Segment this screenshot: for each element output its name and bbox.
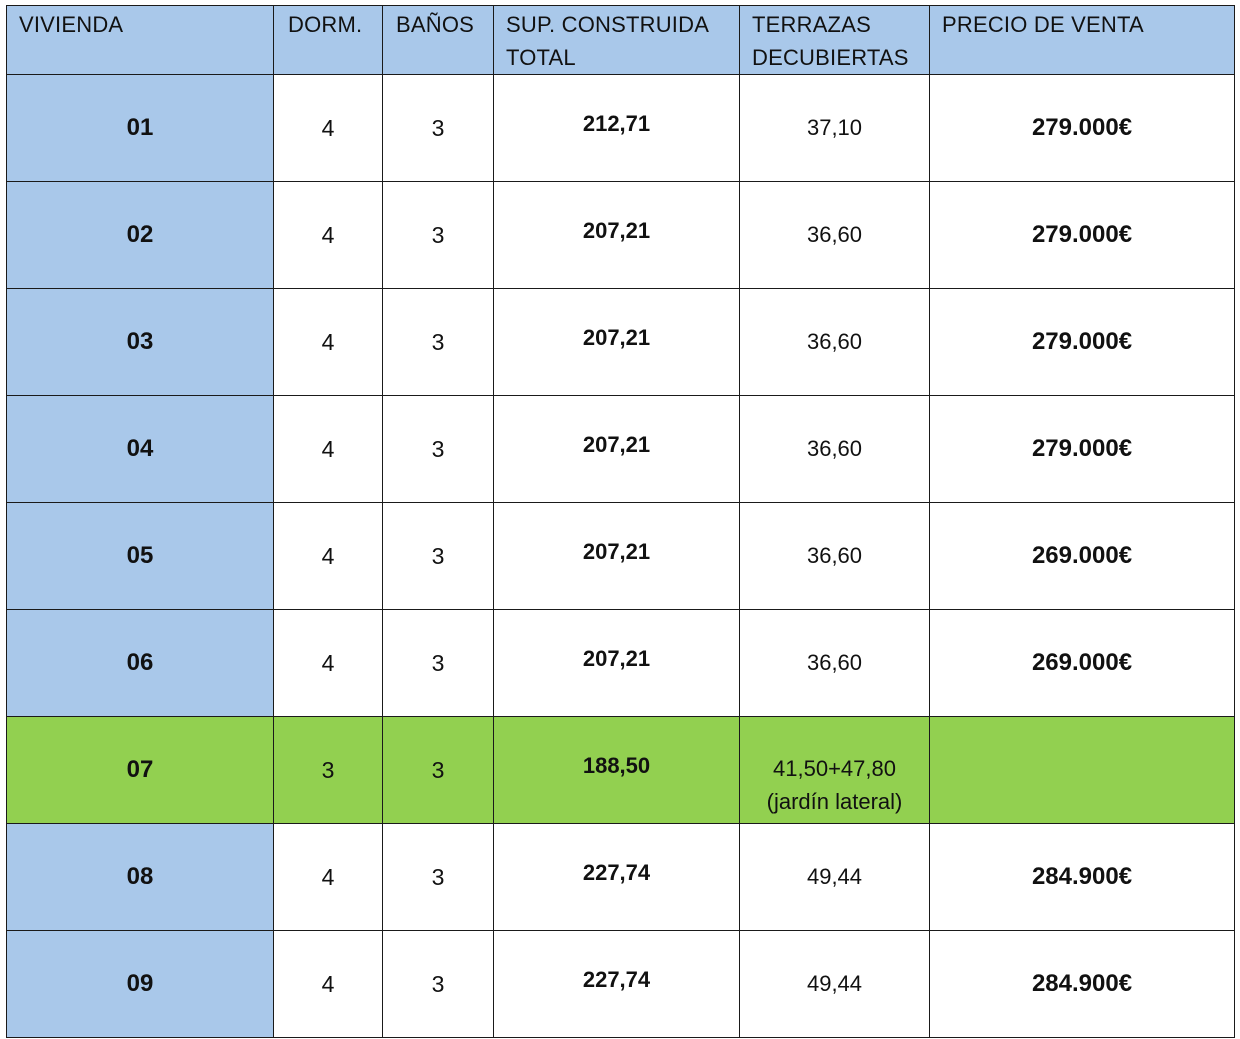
- header-row: VIVIENDA DORM. BAÑOS SUP. CONSTRUIDA TOTA…: [6, 5, 1235, 75]
- precio-cell: 269.000€: [929, 502, 1235, 610]
- precio-cell: 279.000€: [929, 74, 1235, 182]
- superficie-cell: 207,21: [493, 609, 740, 717]
- terrazas-value: 37,10: [806, 115, 863, 140]
- terrazas-value: 36,60: [806, 436, 863, 461]
- header-superficie: SUP. CONSTRUIDA TOTAL: [493, 5, 740, 75]
- dorm-cell: 3: [273, 716, 383, 824]
- precio-cell: 279.000€: [929, 395, 1235, 503]
- header-terrazas: TERRAZAS DECUBIERTAS: [739, 5, 930, 75]
- terrazas-cell: 36,60: [739, 181, 930, 289]
- terrazas-value: 36,60: [806, 222, 863, 247]
- dorm-cell: 4: [273, 395, 383, 503]
- terrazas-cell: 36,60: [739, 288, 930, 396]
- terrazas-cell: 36,60: [739, 609, 930, 717]
- header-precio: PRECIO DE VENTA: [929, 5, 1235, 75]
- header-vivienda: VIVIENDA: [6, 5, 274, 75]
- terrazas-cell: 49,44: [739, 823, 930, 931]
- precio-cell: [929, 716, 1235, 824]
- terrazas-value: 49,44: [806, 864, 863, 889]
- dorm-cell: 4: [273, 74, 383, 182]
- banos-cell: 3: [382, 395, 494, 503]
- vivienda-cell: 06: [6, 609, 274, 717]
- vivienda-cell: 08: [6, 823, 274, 931]
- header-dorm: DORM.: [273, 5, 383, 75]
- banos-cell: 3: [382, 823, 494, 931]
- terrazas-value: 36,60: [806, 329, 863, 354]
- terrazas-value: 36,60: [806, 650, 863, 675]
- dorm-cell: 4: [273, 181, 383, 289]
- banos-cell: 3: [382, 930, 494, 1038]
- table-header: VIVIENDA DORM. BAÑOS SUP. CONSTRUIDA TOTA…: [6, 5, 1235, 75]
- superficie-cell: 207,21: [493, 181, 740, 289]
- precio-cell: 279.000€: [929, 181, 1235, 289]
- superficie-cell: 207,21: [493, 395, 740, 503]
- dorm-cell: 4: [273, 930, 383, 1038]
- terrazas-cell: 37,10: [739, 74, 930, 182]
- table-row: 05 4 3 207,21 36,60 269.000€: [6, 502, 1235, 610]
- header-superficie-line1: SUP. CONSTRUIDA: [506, 12, 710, 37]
- superficie-cell: 207,21: [493, 288, 740, 396]
- table-row: 08 4 3 227,74 49,44 284.900€: [6, 823, 1235, 931]
- superficie-cell: 207,21: [493, 502, 740, 610]
- banos-cell: 3: [382, 609, 494, 717]
- terrazas-cell: 36,60: [739, 395, 930, 503]
- table-row: 02 4 3 207,21 36,60 279.000€: [6, 181, 1235, 289]
- vivienda-cell: 05: [6, 502, 274, 610]
- terrazas-value: 41,50+47,80: [773, 756, 896, 781]
- table-row: 06 4 3 207,21 36,60 269.000€: [6, 609, 1235, 717]
- vivienda-cell: 07: [6, 716, 274, 824]
- header-banos-label: BAÑOS: [396, 12, 475, 37]
- terrazas-cell: 49,44: [739, 930, 930, 1038]
- terrazas-value: 49,44: [806, 971, 863, 996]
- superficie-cell: 188,50: [493, 716, 740, 824]
- banos-cell: 3: [382, 502, 494, 610]
- table-row: 04 4 3 207,21 36,60 279.000€: [6, 395, 1235, 503]
- vivienda-cell: 04: [6, 395, 274, 503]
- header-banos: BAÑOS: [382, 5, 494, 75]
- header-terrazas-line2: DECUBIERTAS: [752, 45, 909, 70]
- vivienda-cell: 02: [6, 181, 274, 289]
- dorm-cell: 4: [273, 609, 383, 717]
- table-body: 01 4 3 212,71 37,10 279.000€ 02 4 3 207,21 36,60 27…: [6, 74, 1235, 1038]
- superficie-cell: 227,74: [493, 823, 740, 931]
- header-superficie-line2: TOTAL: [506, 45, 576, 70]
- header-precio-label: PRECIO DE VENTA: [942, 12, 1144, 37]
- terrazas-cell: 36,60: [739, 502, 930, 610]
- precio-cell: 284.900€: [929, 823, 1235, 931]
- banos-cell: 3: [382, 288, 494, 396]
- terrazas-cell: 41,50+47,80 (jardín lateral): [739, 716, 930, 824]
- table-row: 03 4 3 207,21 36,60 279.000€: [6, 288, 1235, 396]
- dorm-cell: 4: [273, 288, 383, 396]
- terrazas-value: 36,60: [806, 543, 863, 568]
- table-row: 01 4 3 212,71 37,10 279.000€: [6, 74, 1235, 182]
- superficie-cell: 212,71: [493, 74, 740, 182]
- banos-cell: 3: [382, 74, 494, 182]
- header-terrazas-line1: TERRAZAS: [752, 12, 871, 37]
- precio-cell: 269.000€: [929, 609, 1235, 717]
- header-dorm-label: DORM.: [288, 12, 363, 37]
- banos-cell: 3: [382, 181, 494, 289]
- table-row: 09 4 3 227,74 49,44 284.900€: [6, 930, 1235, 1038]
- terrazas-note: (jardín lateral): [766, 789, 903, 814]
- dorm-cell: 4: [273, 502, 383, 610]
- superficie-cell: 227,74: [493, 930, 740, 1038]
- banos-cell: 3: [382, 716, 494, 824]
- dorm-cell: 4: [273, 823, 383, 931]
- vivienda-cell: 03: [6, 288, 274, 396]
- vivienda-cell: 09: [6, 930, 274, 1038]
- table-row: 07 3 3 188,50 41,50+47,80 (jardín lateral): [6, 716, 1235, 824]
- precio-cell: 279.000€: [929, 288, 1235, 396]
- precio-cell: 284.900€: [929, 930, 1235, 1038]
- units-table: VIVIENDA DORM. BAÑOS SUP. CONSTRUIDA TOTA…: [6, 5, 1235, 1038]
- header-vivienda-label: VIVIENDA: [19, 12, 124, 37]
- vivienda-cell: 01: [6, 74, 274, 182]
